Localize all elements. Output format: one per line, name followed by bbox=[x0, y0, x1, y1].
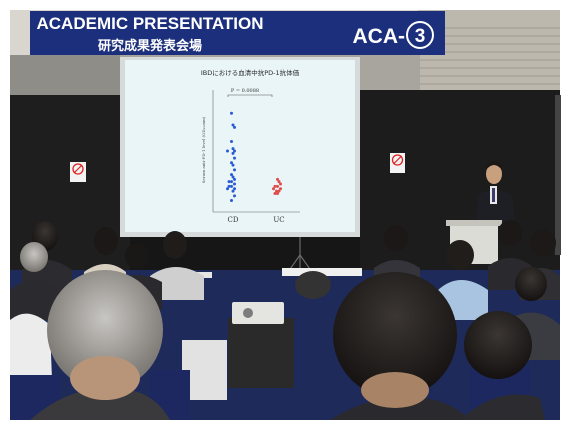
chart-point-cd bbox=[230, 161, 233, 165]
chart-point-uc bbox=[273, 184, 277, 188]
chart-point-uc bbox=[273, 191, 277, 195]
audience-front-dark-hair bbox=[330, 272, 470, 420]
chart-x-labels: CD UC bbox=[228, 216, 285, 224]
chart-point-cd bbox=[231, 189, 235, 193]
pillar bbox=[555, 95, 561, 255]
chart-point-cd bbox=[226, 149, 229, 153]
slide-p-value: P = 0.0088 bbox=[231, 88, 259, 94]
chart-point-cd bbox=[226, 187, 229, 191]
audience-front-right bbox=[460, 311, 545, 420]
audience-front-gray-hair bbox=[30, 270, 170, 420]
audience-left-white-shirt bbox=[10, 313, 52, 380]
wall-slats bbox=[420, 27, 560, 85]
banner-code-number: 3 bbox=[415, 26, 426, 47]
banner-title: ACADEMIC PRESENTATION bbox=[37, 14, 264, 33]
chart-point-cd bbox=[233, 194, 236, 198]
banner-code: ACA- bbox=[353, 25, 406, 48]
projector-lens bbox=[243, 308, 253, 318]
chart-point-cd bbox=[231, 151, 235, 155]
left-wall bbox=[10, 55, 120, 100]
chart-point-cd bbox=[231, 123, 235, 127]
chart-point-uc bbox=[276, 177, 279, 181]
chart-point-uc bbox=[277, 189, 281, 193]
chart-point-cd bbox=[230, 180, 233, 184]
no-smoking-icon bbox=[72, 163, 84, 175]
projection-slide bbox=[125, 60, 355, 232]
chart-point-cd bbox=[231, 175, 235, 179]
projector bbox=[232, 302, 284, 324]
chart-point-cd bbox=[230, 111, 233, 115]
banner-background bbox=[30, 11, 445, 55]
chart-marks bbox=[226, 111, 282, 203]
chart-point-cd bbox=[233, 156, 236, 160]
chart-point-cd bbox=[233, 125, 236, 129]
chart-point-cd bbox=[233, 168, 236, 172]
chart-point-uc bbox=[272, 187, 275, 191]
chart-point-uc bbox=[277, 180, 281, 184]
table-center bbox=[282, 268, 362, 276]
no-smoking-sign-left bbox=[70, 162, 86, 182]
chart-point-uc bbox=[275, 189, 278, 193]
no-smoking-sign-right bbox=[390, 153, 405, 173]
chart-point-cd bbox=[227, 180, 231, 184]
chart-point-cd bbox=[230, 140, 233, 144]
chart-point-cd bbox=[231, 147, 235, 151]
chart-point-cd bbox=[231, 163, 235, 167]
banner-subtitle: 研究成果発表会場 bbox=[98, 38, 202, 54]
chart-point-uc bbox=[276, 184, 279, 188]
chart-point-cd bbox=[230, 199, 233, 203]
chart-point-cd bbox=[230, 173, 233, 177]
chart-point-uc bbox=[279, 187, 282, 191]
chart-x-tick-label: CD bbox=[228, 216, 239, 224]
chart-point-cd bbox=[233, 182, 236, 186]
chart-point-cd bbox=[227, 184, 231, 188]
chart-x-tick-label: UC bbox=[273, 216, 284, 224]
chart-point-cd bbox=[233, 177, 236, 181]
banner-number-badge bbox=[406, 21, 434, 49]
slide-title: IBDにおける血清中抗PD-1抗体価 bbox=[201, 68, 300, 77]
chart-point-cd bbox=[233, 187, 236, 191]
significance-bracket bbox=[227, 94, 273, 97]
no-smoking-icon bbox=[391, 154, 404, 166]
slide-ylabel: Serum anti-PD-1 level (OD₄₅₀nm) bbox=[201, 116, 206, 183]
chart-point-uc bbox=[279, 182, 282, 186]
chart-point-uc bbox=[276, 191, 279, 195]
podium-top bbox=[446, 220, 502, 226]
chart-point-cd bbox=[233, 149, 236, 153]
chart-point-cd bbox=[230, 184, 233, 188]
projector-cart bbox=[228, 318, 294, 388]
